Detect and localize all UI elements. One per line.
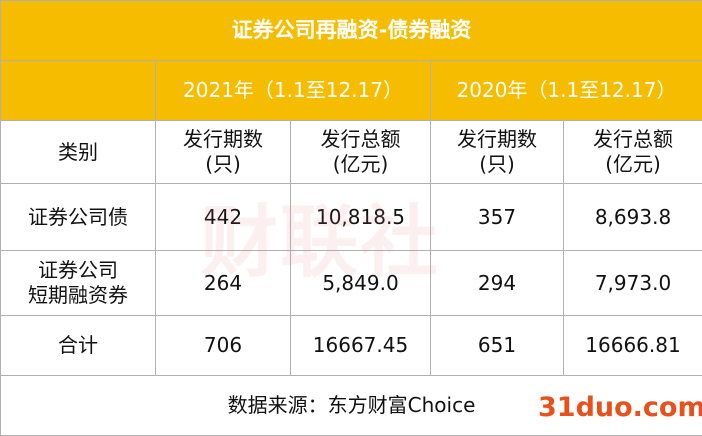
body-cell: 证券公司短期融资券 (1, 251, 156, 316)
cell-text: 发行总额 (291, 127, 430, 152)
year-header: 2020年（1.1至12.17） (431, 61, 702, 121)
body-cell: 357 (431, 184, 564, 251)
body-cell: 证券公司债 (1, 184, 156, 251)
body-cell: 651 (431, 316, 564, 376)
body-cell: 294 (431, 251, 564, 316)
body-cell: 7,973.0 (564, 251, 702, 316)
cell-text: 短期融资券 (1, 283, 155, 308)
cell-text: (只) (156, 152, 290, 177)
cell-text: 7,973.0 (564, 271, 702, 296)
cell-text: 类别 (1, 140, 155, 165)
header-cell: 类别 (1, 121, 156, 184)
header-cell: 发行总额(亿元) (564, 121, 702, 184)
cell-text: 8,693.8 (564, 205, 702, 230)
header-cell: 发行总额(亿元) (291, 121, 431, 184)
watermark: 财联社 (200, 180, 440, 292)
cell-text: 合计 (1, 333, 155, 358)
header-cell: 发行期数(只) (431, 121, 564, 184)
body-cell: 706 (156, 316, 291, 376)
body-cell: 16667.45 (291, 316, 431, 376)
cell-text: 294 (431, 271, 563, 296)
cell-text: (只) (431, 152, 563, 177)
cell-text: 357 (431, 205, 563, 230)
year-header: 2021年（1.1至12.17） (156, 61, 431, 121)
cell-text: 16667.45 (291, 333, 430, 358)
cell-text: 发行期数 (431, 127, 563, 152)
table-title: 证券公司再融资-债券融资 (1, 1, 702, 61)
watermark: 31duo.com (538, 392, 702, 423)
cell-text: 651 (431, 333, 563, 358)
empty-cell (1, 61, 156, 121)
cell-text: 706 (156, 333, 290, 358)
cell-text: (亿元) (564, 152, 702, 177)
cell-text: (亿元) (291, 152, 430, 177)
body-cell: 8,693.8 (564, 184, 702, 251)
header-cell: 发行期数(只) (156, 121, 291, 184)
cell-text: 证券公司债 (1, 205, 155, 230)
body-cell: 16666.81 (564, 316, 702, 376)
cell-text: 发行总额 (564, 127, 702, 152)
cell-text: 发行期数 (156, 127, 290, 152)
cell-text: 16666.81 (564, 333, 702, 358)
body-cell: 合计 (1, 316, 156, 376)
cell-text: 证券公司 (1, 258, 155, 283)
